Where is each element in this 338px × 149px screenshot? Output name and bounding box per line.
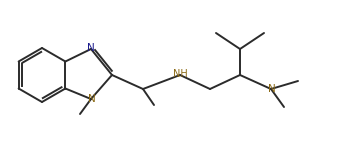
Text: NH: NH	[173, 69, 187, 79]
Text: N: N	[88, 94, 96, 104]
Text: N: N	[87, 43, 95, 53]
Text: N: N	[268, 84, 276, 94]
